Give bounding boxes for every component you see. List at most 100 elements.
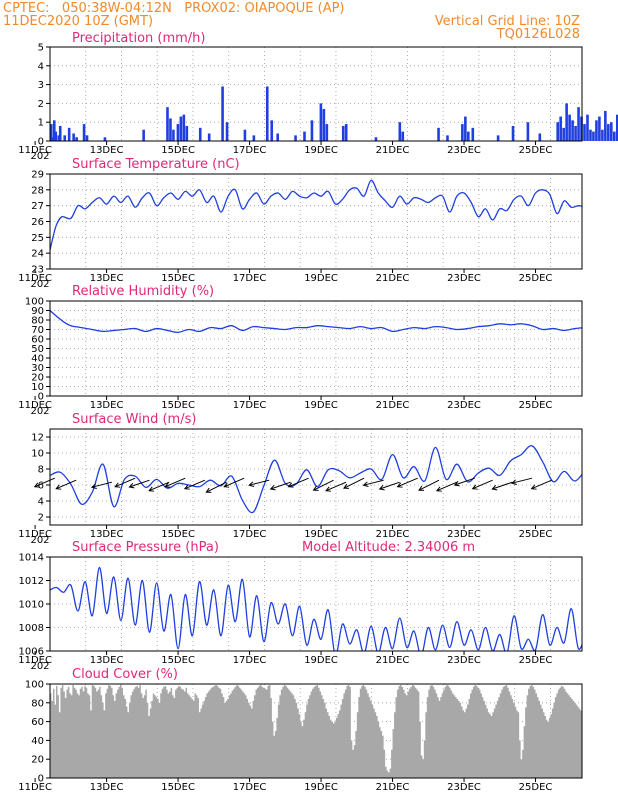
y-tick-label: 100 [25, 297, 44, 308]
y-tick-label: 1006 [19, 647, 44, 658]
y-tick-label: 29 [31, 170, 44, 181]
precip-bar [303, 131, 306, 141]
plot-frame [49, 556, 583, 652]
precip-bar [294, 135, 297, 141]
precip-bar [103, 137, 107, 141]
x-tick-label: 21DEC [376, 273, 410, 284]
x-tick-label: 25DEC [519, 655, 553, 666]
panel-title: Relative Humidity (%) [72, 284, 214, 299]
x-tick-label: 21DEC [376, 655, 410, 666]
x-tick-label: 23DEC [447, 529, 481, 540]
wind-arrow-head [287, 482, 294, 488]
y-tick-label: 0 [38, 774, 44, 785]
precip-bar [85, 135, 89, 141]
x-tick-label: 25DEC [519, 529, 553, 540]
x-tick-label: 13DEC [90, 655, 124, 666]
header-model-code: TQ0126L028 [496, 27, 580, 42]
precip-bar [310, 120, 314, 141]
wind-arrow-head [269, 484, 276, 491]
wind-arrow-head [435, 486, 442, 492]
precip-bar [595, 120, 598, 141]
plot-frame [49, 46, 583, 142]
wind-arrow-head [491, 484, 498, 491]
wind-arrow-head [510, 479, 517, 485]
panel-1: 23 24 25 26 27 28 29 11DEC 13DEC 15DEC 17DEC 19DEC 2… [18, 157, 583, 290]
precip-bar [589, 129, 592, 141]
wind-arrow-head [205, 487, 212, 493]
precip-bar [325, 124, 329, 141]
wind-arrow-head [418, 485, 425, 491]
panel-4: 1006 1008 1010 1012 1014 11DEC 13DEC 15DEC 17DEC… [18, 540, 583, 672]
precip-bar [562, 127, 565, 141]
precip-bar [265, 86, 269, 141]
y-tick-label: 1010 [19, 600, 44, 611]
wind-arrow-head [530, 484, 537, 490]
year-stub: 202 [30, 279, 49, 290]
wind-arrow-head [183, 484, 190, 490]
precip-bar [559, 116, 562, 141]
x-tick-label: 17DEC [233, 782, 267, 793]
precip-bar [54, 131, 58, 141]
y-tick-label: 10 [31, 382, 44, 393]
wind-arrow [325, 481, 347, 492]
wind-arrow-head [312, 485, 319, 491]
x-tick-label: 13DEC [90, 529, 124, 540]
precip-bar [52, 120, 56, 141]
wind-arrow-head [148, 486, 155, 492]
wind-arrow [511, 477, 533, 484]
precip-bar [58, 125, 62, 141]
wind-arrow-head [128, 482, 135, 489]
precip-bar [166, 107, 169, 141]
y-tick-label: 30 [31, 363, 44, 374]
wind-arrow [91, 481, 113, 488]
model-altitude-annotation: Model Altitude: 2.34006 m [302, 540, 475, 555]
wind-arrow-head [471, 484, 478, 490]
precip-bar [496, 135, 500, 141]
precip-bar [568, 114, 571, 141]
precip-bar [598, 116, 601, 141]
y-tick-label: 70 [31, 325, 44, 336]
wind-arrow [531, 479, 552, 490]
x-tick-label: 15DEC [161, 655, 195, 666]
y-tick-label: 80 [31, 698, 44, 709]
x-tick-label: 17DEC [233, 145, 267, 156]
x-tick-label: 19DEC [304, 273, 338, 284]
panel-3: 2 4 6 8 10 12 11DEC 13DEC 15DEC 17DEC 19DEC 21DEC 23… [18, 412, 583, 546]
precip-bar [179, 116, 183, 141]
y-tick-label: 3 [38, 80, 44, 91]
panel-0: 0 1 2 3 4 5 11DEC 13DEC 15DEC 17DEC 19DEC 21DEC 23DE… [18, 31, 618, 162]
precip-bar [243, 129, 247, 141]
x-tick-label: 13DEC [90, 400, 124, 411]
x-tick-label: 17DEC [233, 529, 267, 540]
precip-bar [565, 103, 568, 141]
y-tick-label: 4 [38, 497, 44, 508]
wind-arrow [343, 477, 365, 489]
plot-frame [49, 300, 583, 397]
precip-bar [461, 124, 464, 141]
precip-bar [446, 135, 449, 141]
wind-arrow [313, 479, 334, 491]
precip-bar [63, 135, 67, 141]
x-tick-label: 23DEC [447, 273, 481, 284]
y-tick-label: 24 [31, 249, 44, 260]
precip-bar [344, 124, 348, 141]
precip-bar [67, 127, 71, 141]
x-tick-label: 25DEC [519, 782, 553, 793]
wind-arrow [454, 477, 475, 486]
wind-arrow [224, 477, 245, 488]
wind-arrow [418, 479, 440, 491]
precip-bar [176, 124, 180, 141]
x-tick-label: 19DEC [304, 782, 338, 793]
precip-bar [538, 133, 542, 141]
x-tick-label: 21DEC [376, 782, 410, 793]
precip-bar [526, 122, 530, 141]
panel-title: Cloud Cover (%) [72, 667, 178, 682]
precip-bar [471, 127, 475, 141]
precip-bar [398, 122, 402, 141]
header-grid-info: Vertical Grid Line: 10Z [434, 14, 580, 29]
y-tick-label: 25 [31, 233, 44, 244]
precip-bar [57, 135, 61, 141]
wind-arrow-head [55, 484, 62, 490]
precip-bar [221, 86, 224, 141]
